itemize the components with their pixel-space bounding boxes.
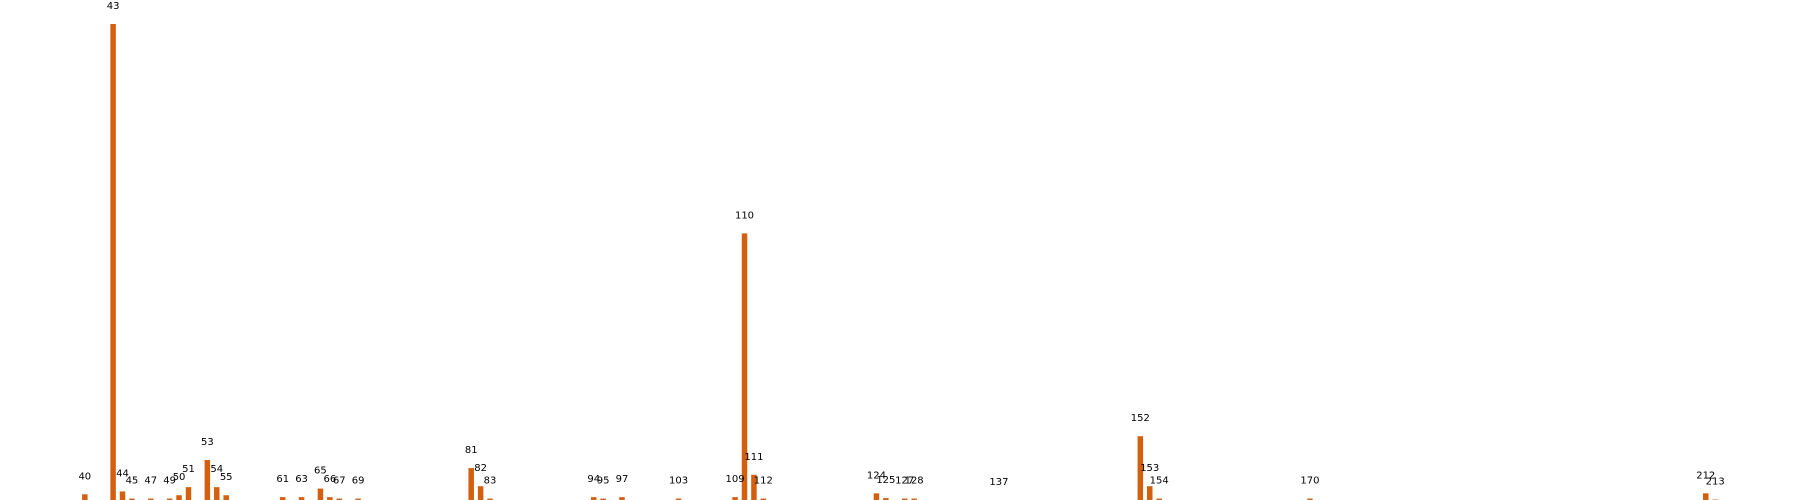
bar-label-mz-44: 44 <box>116 468 129 479</box>
bar-mz-69 <box>355 498 361 500</box>
bar-label-mz-152: 152 <box>1131 413 1150 424</box>
bar-mz-44 <box>119 491 126 500</box>
bar-label-mz-103: 103 <box>669 476 688 487</box>
bar-label-mz-97: 97 <box>616 474 629 485</box>
bar-label-mz-137: 137 <box>989 477 1008 488</box>
bar-label-mz-109: 109 <box>726 474 745 485</box>
bar-label-mz-125: 125 <box>876 475 895 486</box>
bar-mz-47 <box>148 498 154 500</box>
bar-mz-49 <box>166 498 173 500</box>
bar-label-mz-47: 47 <box>144 476 157 487</box>
bar-label-mz-55: 55 <box>220 472 233 483</box>
bar-mz-97 <box>619 497 625 500</box>
bar-mz-152 <box>1137 436 1144 500</box>
bar-label-mz-127: 127 <box>895 476 914 487</box>
bar-label-mz-128: 128 <box>905 476 924 487</box>
bar-label-mz-65: 65 <box>314 466 327 477</box>
bar-label-mz-67: 67 <box>333 476 346 487</box>
bar-label-mz-170: 170 <box>1300 476 1319 487</box>
bar-mz-112 <box>760 498 767 500</box>
bar-mz-65 <box>317 488 324 500</box>
bar-mz-103 <box>675 498 682 500</box>
bar-label-mz-154: 154 <box>1150 476 1169 487</box>
bar-mz-109 <box>732 497 738 500</box>
bar-mz-95 <box>600 498 606 500</box>
bar-label-mz-53: 53 <box>201 437 214 448</box>
bar-mz-50 <box>176 495 182 500</box>
bar-label-mz-112: 112 <box>754 476 773 487</box>
bar-mz-67 <box>336 498 343 500</box>
bar-label-mz-94: 94 <box>587 474 600 485</box>
bar-mz-40 <box>82 494 88 500</box>
bar-mz-110 <box>741 233 748 500</box>
bar-mz-212 <box>1703 493 1709 500</box>
bar-mz-83 <box>487 498 493 500</box>
bar-mz-45 <box>129 498 135 500</box>
bar-mz-51 <box>185 487 192 500</box>
bar-label-mz-54: 54 <box>210 464 223 475</box>
bar-label-mz-83: 83 <box>484 476 497 487</box>
bar-mz-170 <box>1307 498 1313 500</box>
bar-mz-125 <box>883 498 889 500</box>
bar-label-mz-81: 81 <box>465 445 478 456</box>
bar-mz-81 <box>468 468 474 500</box>
bar-label-mz-153: 153 <box>1140 463 1159 474</box>
bar-mz-55 <box>223 495 229 500</box>
bar-mz-66 <box>327 497 333 500</box>
bar-mz-124 <box>873 493 880 500</box>
bar-mz-63 <box>298 497 305 500</box>
bar-mz-61 <box>279 497 286 500</box>
bar-label-mz-43: 43 <box>107 1 120 12</box>
bar-mz-127 <box>901 498 908 500</box>
bars-layer <box>82 24 1718 500</box>
bar-label-mz-82: 82 <box>474 463 487 474</box>
bar-mz-53 <box>204 460 211 500</box>
bar-mz-94 <box>590 497 597 500</box>
bar-label-mz-110: 110 <box>735 210 754 221</box>
bar-label-mz-61: 61 <box>276 474 289 485</box>
bar-label-mz-45: 45 <box>126 476 139 487</box>
bar-label-mz-95: 95 <box>597 476 610 487</box>
bar-label-mz-40: 40 <box>78 471 91 482</box>
bar-label-mz-124: 124 <box>867 470 886 481</box>
bar-label-mz-66: 66 <box>323 474 336 485</box>
bar-label-mz-50: 50 <box>173 472 186 483</box>
bar-label-mz-63: 63 <box>295 474 308 485</box>
bar-mz-54 <box>214 487 220 500</box>
bar-label-mz-212: 212 <box>1696 470 1715 481</box>
bar-mz-153 <box>1146 486 1153 500</box>
bar-label-mz-51: 51 <box>182 464 195 475</box>
bar-mz-43 <box>110 24 116 500</box>
bar-label-mz-49: 49 <box>163 476 176 487</box>
bar-mz-154 <box>1156 498 1162 500</box>
bar-mz-128 <box>911 498 917 500</box>
bar-label-mz-213: 213 <box>1706 477 1725 488</box>
bar-mz-82 <box>477 486 484 500</box>
bar-label-mz-111: 111 <box>744 452 763 463</box>
bar-mz-111 <box>751 474 757 500</box>
bar-label-mz-69: 69 <box>352 476 365 487</box>
